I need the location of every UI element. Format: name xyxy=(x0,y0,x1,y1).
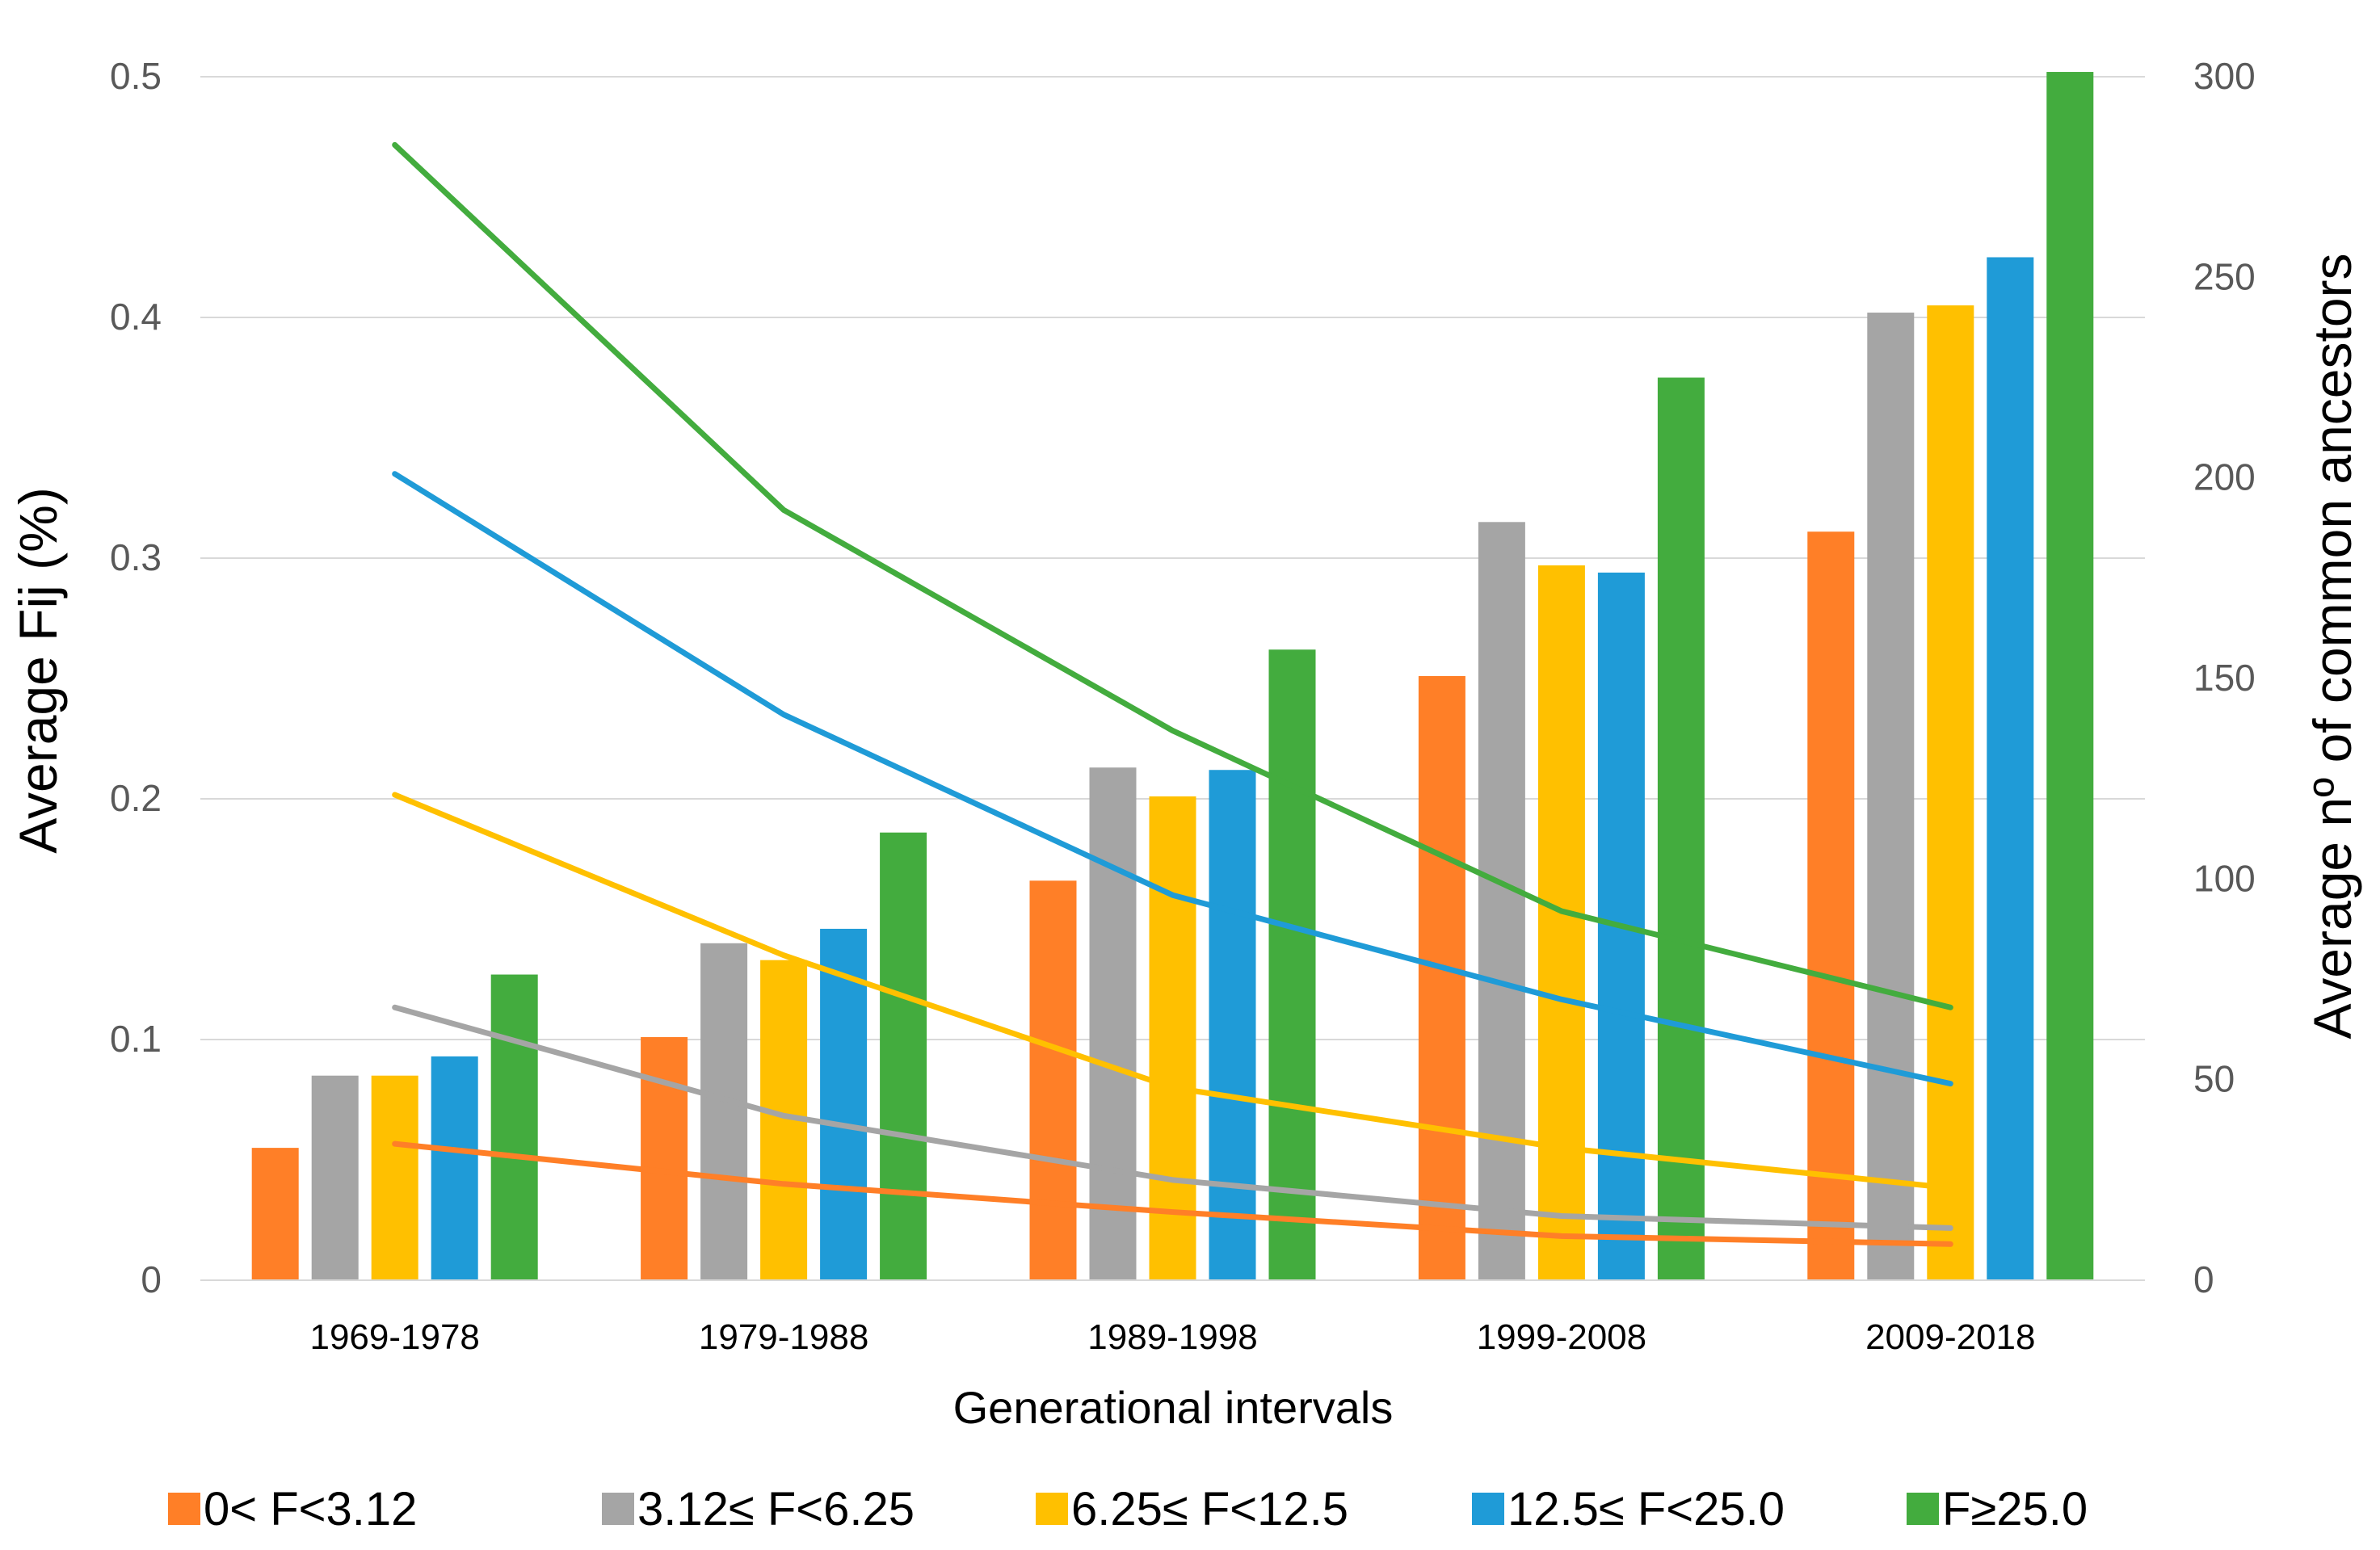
y-tick-label: 0.2 xyxy=(110,777,162,819)
bar xyxy=(1089,767,1137,1280)
bar xyxy=(371,1075,418,1280)
y2-tick-label: 300 xyxy=(2193,55,2256,97)
bar xyxy=(1209,770,1256,1280)
y-tick-label: 0.1 xyxy=(110,1018,162,1060)
x-tick-label: 1999-2008 xyxy=(1477,1317,1646,1357)
series-line xyxy=(392,471,1953,1087)
x-tick-label: 2009-2018 xyxy=(1865,1317,2035,1357)
y-tick-label: 0.4 xyxy=(110,296,162,338)
bar xyxy=(820,928,868,1280)
y2-tick-label: 200 xyxy=(2193,456,2256,498)
bar xyxy=(251,1148,299,1280)
y2-tick-label: 0 xyxy=(2193,1258,2214,1300)
y-tick-label: 0 xyxy=(141,1258,162,1300)
bar xyxy=(700,943,748,1280)
bar xyxy=(1657,377,1705,1280)
x-tick-label: 1979-1988 xyxy=(699,1317,868,1357)
bar xyxy=(490,974,538,1280)
legend-label: 6.25≤ F<12.5 xyxy=(1071,1483,1348,1535)
bars xyxy=(251,72,2094,1281)
bar xyxy=(1268,649,1316,1280)
bar xyxy=(1807,531,1855,1280)
y2-tick-label: 250 xyxy=(2193,255,2256,297)
x-tick-label: 1989-1998 xyxy=(1087,1317,1257,1357)
bar xyxy=(1537,565,1585,1280)
legend-swatch xyxy=(1907,1493,1939,1525)
axes: 0 0.1 0.2 0.3 0.4 0.5 0 50 100 150 200 250 300 1969-1… xyxy=(110,55,2256,1357)
series-line xyxy=(392,792,1953,1191)
bar xyxy=(1418,676,1465,1280)
bar xyxy=(2046,72,2094,1280)
legend-swatch xyxy=(168,1493,200,1525)
bar xyxy=(431,1056,478,1280)
legend-label: 3.12≤ F<6.25 xyxy=(637,1483,915,1535)
y2-axis-title: Average nº of common ancestors xyxy=(2302,253,2362,1039)
bar xyxy=(1149,796,1196,1280)
y-tick-label: 0.3 xyxy=(110,536,162,578)
bar xyxy=(311,1075,359,1280)
bar xyxy=(880,832,927,1280)
bar xyxy=(1927,305,1974,1281)
bar xyxy=(1478,522,1525,1280)
y2-tick-label: 50 xyxy=(2193,1058,2235,1100)
y2-tick-label: 150 xyxy=(2193,657,2256,699)
y2-tick-label: 100 xyxy=(2193,857,2256,899)
series-line xyxy=(392,141,1953,1010)
x-tick-label: 1969-1978 xyxy=(309,1317,479,1357)
y-tick-label: 0.5 xyxy=(110,55,162,97)
trend-lines xyxy=(392,141,1953,1247)
series-line xyxy=(392,1004,1953,1231)
legend-label: F≥25.0 xyxy=(1942,1483,2088,1535)
legend-label: 12.5≤ F<25.0 xyxy=(1507,1483,1785,1535)
bar xyxy=(1867,313,1915,1280)
legend-swatch xyxy=(1036,1493,1068,1525)
bar xyxy=(641,1037,688,1280)
legend: 0< F<3.12 3.12≤ F<6.25 6.25≤ F<12.5 12.5≤ F… xyxy=(168,1483,2088,1535)
bar xyxy=(1029,880,1077,1280)
bar xyxy=(1987,257,2034,1280)
x-axis-title: Generational intervals xyxy=(953,1382,1394,1433)
y-axis-title: Average Fij (%) xyxy=(8,487,68,854)
legend-swatch xyxy=(602,1493,634,1525)
series-line xyxy=(392,1140,1953,1247)
legend-swatch xyxy=(1472,1493,1504,1525)
legend-label: 0< F<3.12 xyxy=(204,1483,417,1535)
